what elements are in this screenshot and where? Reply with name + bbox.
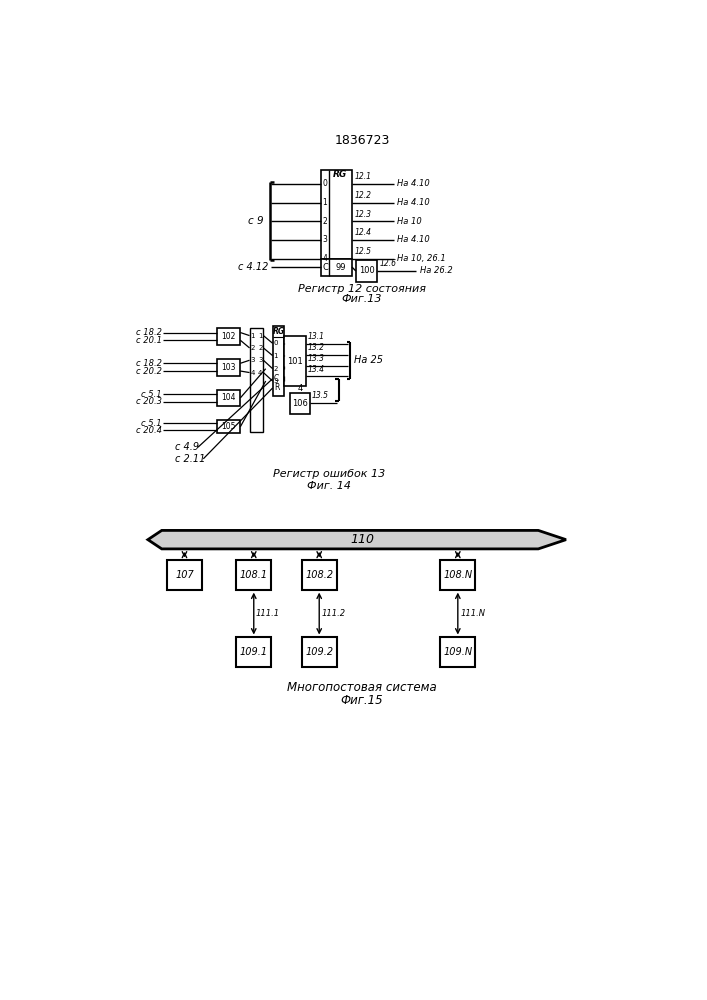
Text: 108.N: 108.N	[443, 570, 472, 580]
Text: 1: 1	[322, 198, 327, 207]
Text: 108.1: 108.1	[240, 570, 268, 580]
Text: 109.2: 109.2	[305, 647, 333, 657]
Text: На 25: На 25	[354, 355, 383, 365]
Text: 0: 0	[322, 179, 327, 188]
Text: 1: 1	[274, 353, 278, 359]
Bar	[217, 389, 240, 406]
Text: 12.5: 12.5	[355, 247, 372, 256]
Text: 107: 107	[175, 570, 194, 580]
Text: На 26.2: На 26.2	[420, 266, 452, 275]
Bar	[321, 259, 352, 276]
Bar	[250, 328, 264, 432]
Text: Фиг.15: Фиг.15	[341, 694, 383, 707]
Text: 110: 110	[350, 533, 374, 546]
Bar	[284, 336, 305, 386]
Text: Регистр ошибок 13: Регистр ошибок 13	[273, 469, 385, 479]
Text: 2: 2	[322, 217, 327, 226]
Text: 103: 103	[221, 363, 236, 372]
Text: 4: 4	[258, 370, 262, 376]
Text: 2: 2	[250, 345, 255, 351]
Text: На 4.10: На 4.10	[397, 235, 430, 244]
Bar	[440, 637, 475, 667]
Text: 1: 1	[258, 333, 262, 339]
Text: с 20.4: с 20.4	[136, 426, 162, 435]
Text: 111.1: 111.1	[256, 609, 280, 618]
Text: 4: 4	[298, 384, 303, 393]
Text: 12.3: 12.3	[355, 210, 372, 219]
Text: с 4.9: с 4.9	[175, 442, 199, 452]
Text: 111.2: 111.2	[322, 609, 346, 618]
Text: 104: 104	[221, 393, 236, 402]
Text: 101: 101	[287, 357, 303, 366]
Text: 0: 0	[274, 340, 278, 346]
Text: с 4.12: с 4.12	[238, 262, 268, 272]
Text: 99: 99	[335, 263, 346, 272]
Text: 13.3: 13.3	[308, 354, 325, 363]
Text: 3: 3	[250, 357, 255, 363]
Bar	[236, 637, 271, 667]
Text: 12.4: 12.4	[355, 228, 372, 237]
Text: 13.1: 13.1	[308, 332, 325, 341]
Text: с 20.1: с 20.1	[136, 336, 162, 345]
Text: 13.2: 13.2	[308, 343, 325, 352]
Bar	[291, 393, 310, 414]
Text: с 5.1: с 5.1	[141, 390, 162, 399]
Text: 1836723: 1836723	[334, 134, 390, 147]
Bar	[273, 326, 284, 396]
Text: 4: 4	[250, 370, 255, 376]
Polygon shape	[148, 530, 566, 549]
Text: 3: 3	[322, 235, 327, 244]
Text: с 20.2: с 20.2	[136, 367, 162, 376]
Text: с 2.11: с 2.11	[175, 454, 205, 464]
Text: Фиг.13: Фиг.13	[341, 294, 382, 304]
Bar	[167, 560, 201, 590]
Text: C: C	[274, 374, 279, 383]
Text: 1: 1	[250, 333, 255, 339]
Bar	[302, 560, 337, 590]
Bar	[302, 637, 337, 667]
Bar	[440, 560, 475, 590]
Text: На 4.10: На 4.10	[397, 198, 430, 207]
Text: 109.N: 109.N	[443, 647, 472, 657]
Text: с 20.3: с 20.3	[136, 397, 162, 406]
Text: 111.N: 111.N	[460, 609, 485, 618]
Text: 3: 3	[274, 378, 278, 384]
Text: с 9: с 9	[247, 216, 264, 226]
Text: 102: 102	[221, 332, 236, 341]
Text: 109.1: 109.1	[240, 647, 268, 657]
Text: с 5.1: с 5.1	[141, 419, 162, 428]
Text: RG: RG	[272, 327, 284, 336]
Text: Фиг. 14: Фиг. 14	[307, 481, 351, 491]
Bar	[236, 560, 271, 590]
Text: На 4.10: На 4.10	[397, 179, 430, 188]
Bar	[217, 420, 240, 433]
Bar	[217, 328, 240, 345]
Text: 105: 105	[221, 422, 236, 431]
Text: На 10: На 10	[397, 217, 422, 226]
Text: 12.6: 12.6	[380, 259, 397, 268]
Text: 13.4: 13.4	[308, 365, 325, 374]
Bar	[217, 359, 240, 376]
Text: 4: 4	[322, 254, 327, 263]
Text: 2: 2	[274, 366, 278, 372]
Bar	[356, 260, 378, 282]
Text: 100: 100	[358, 266, 375, 275]
Text: RG: RG	[333, 170, 348, 179]
Text: с 18.2: с 18.2	[136, 359, 162, 368]
Text: C: C	[322, 263, 328, 272]
Text: 13.5: 13.5	[312, 391, 329, 400]
Text: Регистр 12 состояния: Регистр 12 состояния	[298, 284, 426, 294]
Bar	[321, 170, 352, 259]
Text: Многопостовая система: Многопостовая система	[287, 681, 437, 694]
Text: 106: 106	[292, 399, 308, 408]
Text: с 18.2: с 18.2	[136, 328, 162, 337]
Text: На 10, 26.1: На 10, 26.1	[397, 254, 446, 263]
Text: 3: 3	[258, 357, 262, 363]
Text: 2: 2	[258, 345, 262, 351]
Text: 108.2: 108.2	[305, 570, 333, 580]
Text: 12.1: 12.1	[355, 172, 372, 181]
Text: R: R	[274, 383, 279, 392]
Text: 12.2: 12.2	[355, 191, 372, 200]
